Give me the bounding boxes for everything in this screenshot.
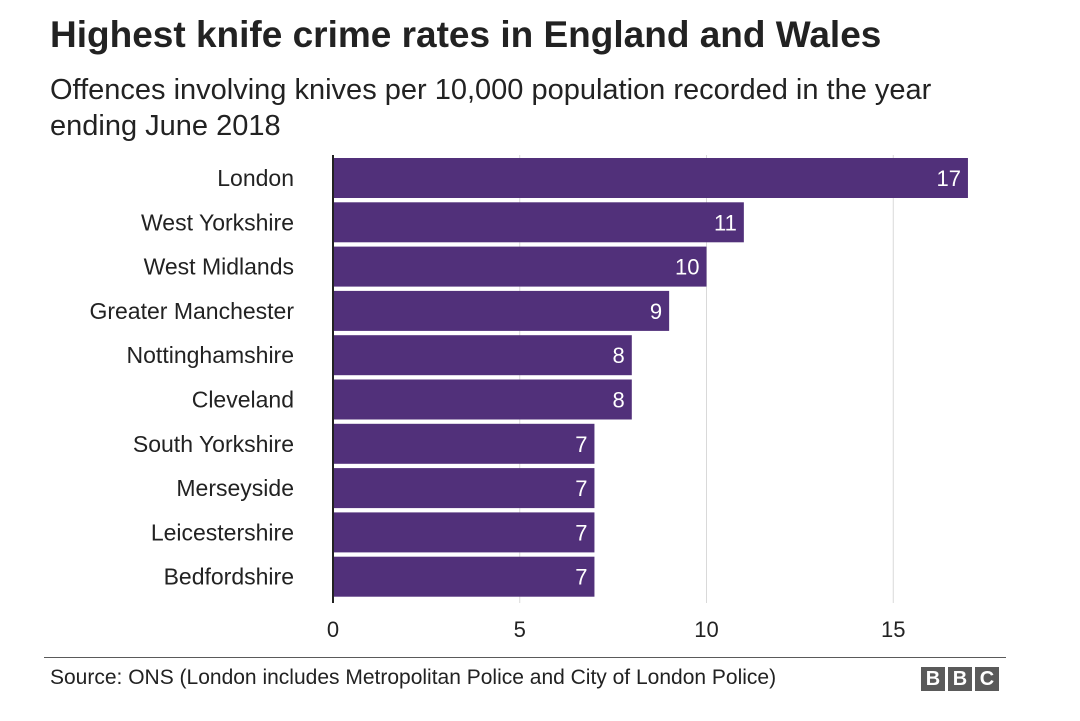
category-label: South Yorkshire (133, 431, 294, 457)
category-label: Merseyside (176, 475, 294, 501)
logo-letter: C (975, 667, 999, 691)
chart-subtitle: Offences involving knives per 10,000 pop… (50, 74, 932, 142)
bar (333, 158, 968, 198)
bar-value-label: 11 (714, 210, 737, 235)
category-label: West Yorkshire (141, 209, 294, 235)
bar (333, 556, 595, 597)
x-tick-label: 5 (514, 617, 526, 642)
category-label: Nottinghamshire (127, 342, 294, 368)
x-tick-label: 15 (881, 617, 905, 642)
bar (333, 468, 595, 509)
bar-value-label: 8 (613, 388, 625, 413)
source-note: Source: ONS (London includes Metropolita… (50, 666, 777, 689)
bar-value-label: 8 (613, 343, 625, 368)
category-label: West Midlands (144, 254, 294, 280)
category-label: London (217, 165, 294, 191)
logo-letter: B (921, 667, 945, 691)
bar-chart: 17 London 11 West Yorkshire 10 West Midlands 9… (89, 155, 968, 642)
bar-value-label: 7 (575, 520, 587, 545)
bar (333, 290, 670, 331)
category-label: Bedfordshire (164, 564, 294, 590)
bar-value-label: 7 (575, 565, 587, 590)
chart-title: Highest knife crime rates in England and… (50, 14, 882, 55)
x-tick-label: 10 (694, 617, 718, 642)
bar (333, 246, 707, 287)
category-label: Greater Manchester (89, 298, 294, 324)
logo-letter: B (948, 667, 972, 691)
bar (333, 335, 632, 376)
bar-value-label: 7 (575, 476, 587, 501)
bar-value-label: 10 (675, 255, 699, 280)
footer-divider (44, 657, 1006, 658)
bbc-logo: B B C (921, 667, 999, 691)
bar-value-label: 7 (575, 432, 587, 457)
bar (333, 512, 595, 553)
x-tick-label: 0 (327, 617, 339, 642)
category-label: Cleveland (192, 387, 294, 413)
bar (333, 379, 632, 420)
bar-value-label: 9 (650, 299, 662, 324)
bar (333, 202, 744, 243)
bar (333, 423, 595, 464)
category-label: Leicestershire (151, 519, 294, 545)
bar-value-label: 17 (936, 166, 960, 191)
